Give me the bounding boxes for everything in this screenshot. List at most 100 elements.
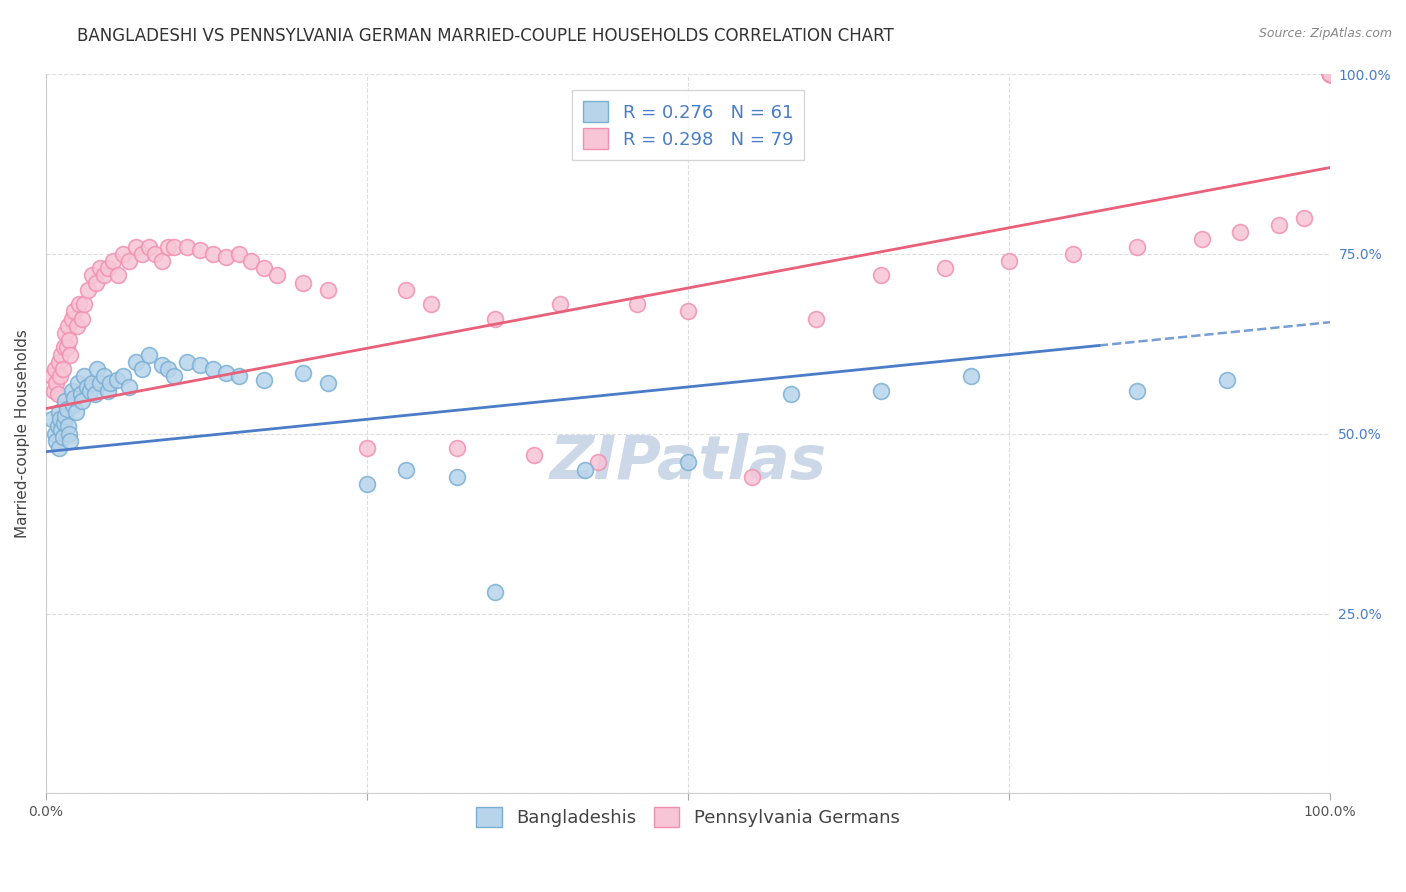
Point: [574, 463, 596, 477]
Point: [150, 359, 173, 373]
Point: [138, 347, 160, 361]
Point: [70, 311, 93, 326]
Point: [676, 455, 699, 469]
Point: [1319, 67, 1341, 81]
Point: [291, 276, 314, 290]
Point: [176, 240, 198, 254]
Point: [58, 333, 80, 347]
Point: [82, 268, 104, 283]
Point: [76, 380, 98, 394]
Point: [1216, 373, 1239, 387]
Point: [586, 455, 609, 469]
Point: [93, 369, 115, 384]
Point: [741, 470, 763, 484]
Point: [548, 297, 571, 311]
Point: [934, 261, 956, 276]
Point: [79, 384, 101, 398]
Point: [1319, 67, 1341, 81]
Point: [70, 394, 93, 409]
Point: [215, 251, 238, 265]
Point: [215, 366, 238, 380]
Point: [63, 304, 86, 318]
Point: [446, 470, 468, 484]
Point: [97, 384, 120, 398]
Point: [82, 376, 104, 391]
Point: [150, 254, 173, 268]
Point: [60, 311, 83, 326]
Point: [446, 441, 468, 455]
Text: BANGLADESHI VS PENNSYLVANIA GERMAN MARRIED-COUPLE HOUSEHOLDS CORRELATION CHART: BANGLADESHI VS PENNSYLVANIA GERMAN MARRI…: [77, 27, 894, 45]
Point: [228, 247, 250, 261]
Point: [66, 318, 89, 333]
Point: [111, 369, 134, 384]
Point: [44, 426, 66, 441]
Y-axis label: Married-couple Households: Married-couple Households: [15, 329, 30, 538]
Point: [48, 355, 70, 369]
Point: [83, 387, 105, 401]
Point: [163, 369, 186, 384]
Point: [53, 326, 76, 340]
Point: [484, 585, 506, 599]
Point: [131, 247, 153, 261]
Point: [101, 254, 124, 268]
Point: [98, 376, 121, 391]
Point: [59, 347, 82, 361]
Point: [394, 463, 416, 477]
Point: [138, 240, 160, 254]
Text: ZIPatlas: ZIPatlas: [550, 433, 827, 492]
Point: [52, 430, 75, 444]
Point: [1319, 67, 1341, 81]
Point: [73, 297, 96, 311]
Point: [484, 311, 506, 326]
Point: [1319, 67, 1341, 81]
Point: [131, 362, 153, 376]
Point: [266, 268, 288, 283]
Point: [63, 391, 86, 405]
Point: [188, 359, 211, 373]
Point: [176, 355, 198, 369]
Point: [356, 477, 378, 491]
Point: [523, 448, 546, 462]
Point: [253, 373, 276, 387]
Point: [86, 362, 108, 376]
Point: [1319, 67, 1341, 81]
Point: [97, 261, 120, 276]
Point: [1319, 67, 1341, 81]
Point: [45, 434, 67, 448]
Point: [1191, 232, 1213, 246]
Point: [49, 369, 72, 384]
Point: [67, 297, 90, 311]
Point: [58, 426, 80, 441]
Point: [48, 405, 70, 419]
Point: [143, 247, 166, 261]
Point: [201, 247, 224, 261]
Point: [51, 347, 73, 361]
Point: [240, 254, 263, 268]
Point: [125, 240, 148, 254]
Point: [318, 376, 340, 391]
Point: [1229, 225, 1251, 239]
Point: [73, 369, 96, 384]
Point: [1267, 218, 1289, 232]
Point: [118, 380, 141, 394]
Point: [62, 398, 84, 412]
Point: [188, 244, 211, 258]
Point: [806, 311, 828, 326]
Point: [318, 283, 340, 297]
Point: [118, 254, 141, 268]
Point: [56, 419, 79, 434]
Point: [111, 247, 134, 261]
Point: [67, 376, 90, 391]
Point: [46, 387, 69, 401]
Point: [156, 362, 179, 376]
Text: Source: ZipAtlas.com: Source: ZipAtlas.com: [1258, 27, 1392, 40]
Point: [77, 283, 100, 297]
Point: [998, 254, 1021, 268]
Point: [65, 405, 87, 419]
Point: [46, 419, 69, 434]
Point: [959, 369, 981, 384]
Point: [291, 366, 314, 380]
Point: [356, 441, 378, 455]
Point: [48, 441, 70, 455]
Point: [201, 362, 224, 376]
